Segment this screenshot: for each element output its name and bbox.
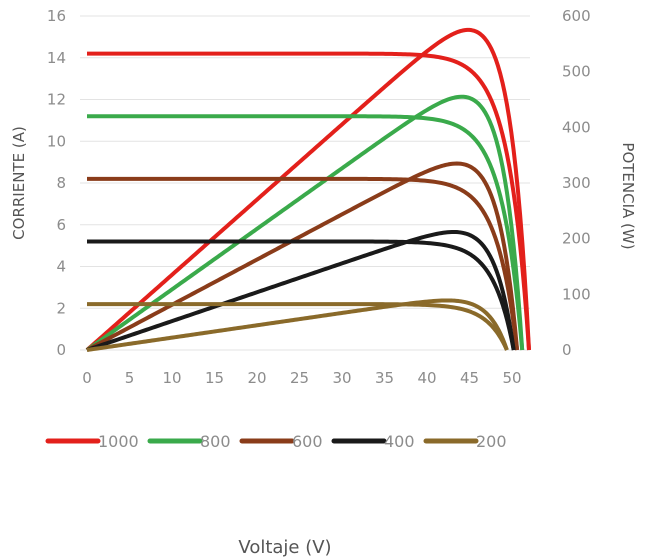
x-tick-label: 50 bbox=[502, 369, 521, 387]
legend: 1000 800 600 400 200 bbox=[45, 432, 507, 451]
current-curve-400 bbox=[87, 239, 516, 351]
current-curve-1000 bbox=[86, 51, 531, 351]
current-curve-200 bbox=[86, 302, 509, 351]
x-tick-label: 0 bbox=[82, 369, 92, 387]
tick-labels: 0 2 4 6 8 10 12 14 16 0 100 200 300 400 500 600 0 5 10 15 20… bbox=[47, 7, 591, 387]
power-curve-400 bbox=[86, 229, 516, 352]
y-right-tick-label: 200 bbox=[562, 230, 591, 248]
y-left-tick-label: 6 bbox=[56, 216, 66, 234]
x-axis-title: Voltaje (V) bbox=[238, 537, 331, 558]
x-tick-label: 35 bbox=[375, 369, 394, 387]
legend-label: 1000 bbox=[98, 432, 139, 451]
x-tick-label: 30 bbox=[332, 369, 351, 387]
legend-label: 600 bbox=[292, 432, 323, 451]
y-right-tick-label: 400 bbox=[562, 118, 591, 136]
current-curve-800 bbox=[87, 114, 525, 351]
y-right-tick-label: 600 bbox=[562, 7, 591, 25]
legend-label: 200 bbox=[476, 432, 507, 451]
y-right-tick-label: 500 bbox=[562, 63, 591, 81]
y-left-tick-label: 0 bbox=[56, 341, 66, 359]
y-left-tick-label: 2 bbox=[56, 299, 66, 317]
power-curve-1000 bbox=[85, 27, 531, 352]
y-right-tick-label: 300 bbox=[562, 174, 591, 192]
x-tick-label: 10 bbox=[162, 369, 181, 387]
x-tick-label: 45 bbox=[460, 369, 479, 387]
x-tick-label: 5 bbox=[125, 369, 135, 387]
legend-label: 400 bbox=[384, 432, 415, 451]
current-curve-600 bbox=[87, 176, 520, 351]
power-curve-200 bbox=[86, 298, 509, 352]
x-tick-label: 20 bbox=[247, 369, 266, 387]
power-curve-800 bbox=[85, 94, 525, 352]
y-right-tick-label: 100 bbox=[562, 285, 591, 303]
y-left-tick-label: 12 bbox=[47, 91, 66, 109]
y-left-axis-title: CORRIENTE (A) bbox=[10, 126, 28, 240]
x-tick-label: 15 bbox=[205, 369, 224, 387]
y-left-tick-label: 16 bbox=[47, 7, 66, 25]
curves bbox=[85, 27, 531, 352]
legend-label: 800 bbox=[200, 432, 231, 451]
x-tick-label: 25 bbox=[290, 369, 309, 387]
gridlines bbox=[80, 15, 530, 351]
y-left-tick-label: 14 bbox=[47, 49, 66, 67]
x-tick-label: 40 bbox=[417, 369, 436, 387]
power-curve-600 bbox=[86, 161, 520, 352]
y-right-tick-label: 0 bbox=[562, 341, 572, 359]
y-left-tick-label: 4 bbox=[56, 258, 66, 276]
y-left-tick-label: 8 bbox=[56, 174, 66, 192]
y-right-axis-title: POTENCIA (W) bbox=[619, 142, 637, 249]
y-left-tick-label: 10 bbox=[47, 132, 66, 150]
